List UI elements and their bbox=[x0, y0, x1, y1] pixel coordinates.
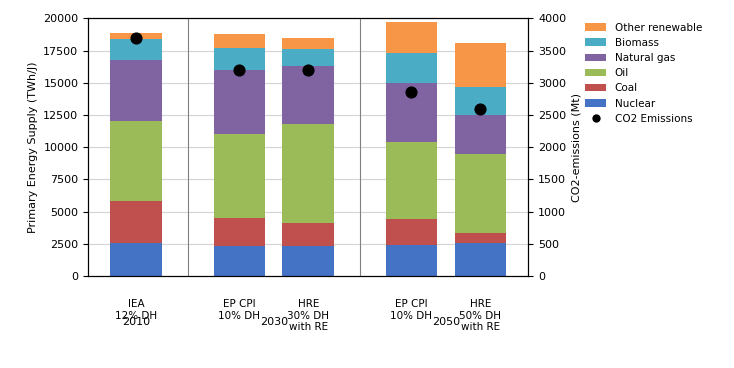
Bar bbox=[214, 34, 265, 48]
Bar bbox=[385, 142, 437, 219]
Text: IEA
12% DH: IEA 12% DH bbox=[115, 299, 157, 321]
Bar bbox=[454, 243, 506, 276]
Bar bbox=[385, 219, 437, 245]
Legend: Other renewable, Biomass, Natural gas, Oil, Coal, Nuclear, CO2 Emissions: Other renewable, Biomass, Natural gas, O… bbox=[581, 18, 706, 128]
Bar bbox=[214, 48, 265, 70]
Bar bbox=[283, 66, 334, 124]
Bar bbox=[454, 234, 506, 243]
Bar bbox=[110, 60, 162, 121]
CO2 Emissions bbox=[302, 67, 314, 73]
CO2 Emissions bbox=[406, 89, 418, 95]
CO2 Emissions bbox=[233, 67, 245, 73]
Text: 2030: 2030 bbox=[260, 317, 288, 327]
Text: 2050: 2050 bbox=[432, 317, 460, 327]
Bar bbox=[454, 43, 506, 86]
Bar bbox=[385, 53, 437, 83]
Bar bbox=[110, 39, 162, 60]
Text: HRE
30% DH
with RE: HRE 30% DH with RE bbox=[287, 299, 330, 332]
Y-axis label: Primary Energy Supply (TWh/J): Primary Energy Supply (TWh/J) bbox=[28, 61, 37, 233]
Bar bbox=[214, 247, 265, 276]
CO2 Emissions bbox=[474, 106, 486, 112]
Bar bbox=[385, 83, 437, 142]
Text: 2010: 2010 bbox=[122, 317, 150, 327]
Bar bbox=[214, 134, 265, 218]
Bar bbox=[214, 70, 265, 134]
Bar bbox=[385, 245, 437, 276]
Y-axis label: CO2-emissions (Mt): CO2-emissions (Mt) bbox=[572, 93, 582, 202]
Bar bbox=[454, 154, 506, 234]
Bar bbox=[283, 38, 334, 49]
Bar bbox=[454, 86, 506, 115]
CO2 Emissions bbox=[131, 35, 142, 41]
Bar bbox=[110, 243, 162, 276]
Text: EP CPI
10% DH: EP CPI 10% DH bbox=[219, 299, 261, 321]
Text: EP CPI
10% DH: EP CPI 10% DH bbox=[390, 299, 432, 321]
Bar bbox=[283, 223, 334, 247]
Bar bbox=[283, 124, 334, 223]
Bar bbox=[283, 49, 334, 66]
Bar bbox=[385, 22, 437, 53]
Bar bbox=[283, 247, 334, 276]
Bar bbox=[110, 201, 162, 243]
Bar bbox=[110, 121, 162, 201]
Text: HRE
50% DH
with RE: HRE 50% DH with RE bbox=[459, 299, 501, 332]
Bar bbox=[110, 33, 162, 39]
Bar bbox=[214, 218, 265, 247]
Bar bbox=[454, 115, 506, 154]
